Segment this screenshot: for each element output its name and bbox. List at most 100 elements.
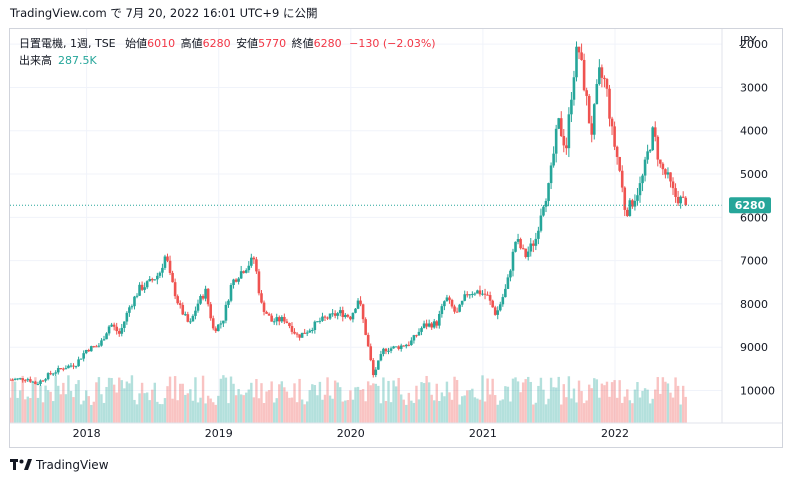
candle-body: [587, 95, 591, 124]
volume-bar: [473, 397, 477, 423]
volume-bar: [463, 395, 466, 423]
candle: [265, 310, 268, 314]
candle: [242, 270, 246, 274]
volume-bar: [57, 385, 60, 423]
volume-bar: [85, 390, 88, 423]
volume-bar: [595, 379, 599, 423]
symbol-label: 日置電機, 1週, TSE: [19, 37, 116, 50]
volume-bar: [659, 393, 662, 423]
candle-body: [161, 267, 164, 273]
close-value: 6280: [313, 37, 342, 50]
candlestick-chart[interactable]: 10000 9000 8000 7000 6000 5000 4000 3000 2000 20…: [8, 29, 782, 447]
volume-bar: [402, 399, 405, 423]
candle-body: [262, 302, 266, 312]
volume-bar: [575, 402, 578, 423]
candle: [463, 290, 467, 302]
price-tick-label: 2000: [740, 38, 768, 51]
candle: [328, 313, 332, 320]
volume-bar: [684, 396, 687, 423]
volume-bar: [633, 389, 637, 423]
candle-body: [310, 330, 314, 332]
tradingview-brand[interactable]: TradingView: [10, 457, 109, 473]
candle: [603, 75, 606, 88]
candle-body: [605, 79, 609, 89]
candle: [592, 103, 596, 140]
candle: [209, 301, 212, 321]
volume-bar: [539, 377, 543, 423]
brand-name: TradingView: [36, 458, 109, 472]
candle-body: [453, 306, 456, 312]
candle: [247, 261, 251, 273]
volume-bar: [128, 383, 131, 423]
candle-body: [316, 321, 319, 323]
candle: [69, 362, 73, 368]
candle-body: [674, 188, 677, 197]
candle-body: [407, 344, 411, 346]
volume-bar: [257, 398, 261, 423]
chart-frame[interactable]: 10000 9000 8000 7000 6000 5000 4000 3000 2000 20…: [8, 28, 783, 448]
candle-body: [67, 365, 70, 369]
candle: [399, 343, 403, 352]
candle-body: [417, 331, 421, 336]
volume-bar: [445, 381, 449, 423]
candle: [161, 263, 164, 278]
candle: [150, 277, 154, 283]
candle: [16, 378, 19, 381]
last-price-badge: 6280: [729, 197, 771, 214]
candle-body: [163, 256, 167, 268]
candle-body: [504, 288, 507, 298]
candle-body: [105, 333, 108, 340]
currency-label: JPY: [739, 34, 757, 47]
candle: [623, 186, 627, 217]
candle-body: [432, 321, 436, 328]
candle-body: [117, 331, 121, 334]
candle: [171, 270, 174, 283]
candle: [115, 322, 118, 335]
price-tick-label: 3000: [740, 81, 768, 94]
volume-bar: [681, 385, 685, 423]
volume-bar: [272, 402, 276, 423]
candle-body: [402, 345, 406, 347]
volume-bar: [209, 398, 212, 423]
candle-body: [77, 359, 80, 367]
candle: [608, 84, 611, 127]
candle: [659, 159, 662, 168]
candle-body: [430, 323, 433, 328]
candle: [664, 168, 667, 179]
volume-bar: [669, 392, 672, 423]
candle: [145, 280, 149, 290]
candle-body: [150, 279, 154, 281]
volume-bar: [118, 377, 121, 423]
candle-body: [275, 317, 279, 322]
price-tick-label: 10000: [740, 385, 775, 398]
volume-bar: [676, 385, 680, 423]
volume-bar: [593, 378, 596, 423]
volume-bar: [39, 385, 42, 423]
candle-body: [112, 324, 116, 327]
volume-bar: [179, 383, 182, 423]
candle: [222, 320, 225, 328]
candle: [77, 356, 80, 367]
candle: [595, 79, 599, 105]
candle: [410, 337, 413, 346]
volume-bar: [145, 392, 149, 423]
candle: [211, 315, 215, 331]
volume-bar: [387, 380, 390, 423]
candle: [491, 299, 494, 308]
volume-bar: [234, 395, 238, 423]
candle-body: [140, 284, 144, 290]
candle-body: [361, 304, 365, 320]
candle-body: [359, 300, 362, 305]
volume-bar: [224, 377, 228, 423]
candle-body: [676, 196, 680, 204]
candle: [199, 294, 202, 305]
candle-body: [303, 332, 306, 334]
time-tick-label: 2018: [73, 427, 101, 440]
candle: [547, 182, 550, 207]
volume-bar: [229, 376, 233, 423]
volume-bar: [478, 399, 482, 423]
candle: [577, 46, 581, 60]
candle-body: [56, 368, 60, 373]
volume-bar: [34, 377, 37, 423]
volume-bar: [300, 399, 304, 423]
